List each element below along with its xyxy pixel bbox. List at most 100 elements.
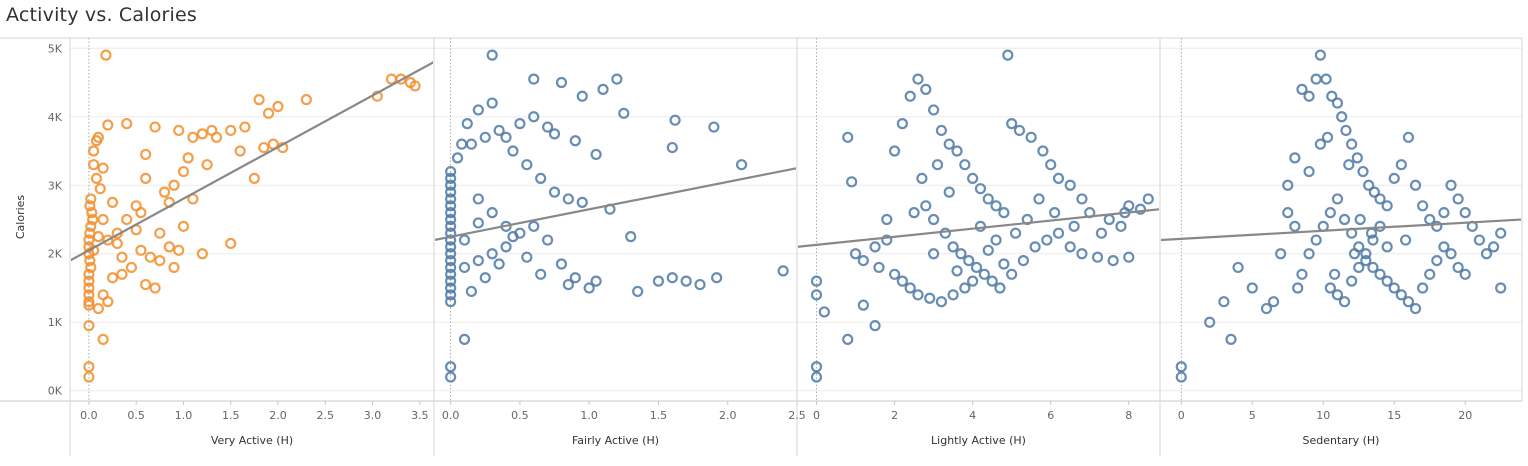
x-tick-label: 0.0 bbox=[80, 409, 98, 422]
data-point bbox=[1431, 254, 1443, 267]
data-point bbox=[1424, 268, 1436, 280]
data-point bbox=[1399, 234, 1412, 246]
data-point bbox=[1351, 152, 1363, 164]
data-point bbox=[1381, 200, 1393, 212]
data-point bbox=[1225, 333, 1237, 345]
data-point bbox=[1388, 282, 1400, 294]
points-group bbox=[83, 49, 421, 383]
data-point bbox=[90, 135, 103, 147]
data-point bbox=[982, 193, 994, 205]
x-tick-label: 0.5 bbox=[511, 409, 529, 422]
data-point bbox=[514, 118, 526, 130]
y-tick-label: 2K bbox=[48, 248, 63, 261]
data-point bbox=[982, 244, 994, 256]
chart-title: Activity vs. Calories bbox=[6, 4, 198, 26]
data-point bbox=[1289, 152, 1301, 164]
data-point bbox=[869, 320, 881, 332]
data-point bbox=[1303, 165, 1315, 178]
x-tick-label: 8 bbox=[1125, 409, 1132, 422]
data-point bbox=[590, 275, 602, 287]
data-point bbox=[1338, 213, 1351, 226]
data-point bbox=[810, 275, 823, 287]
data-point bbox=[611, 73, 623, 85]
x-tick-label: 0.0 bbox=[442, 409, 460, 422]
data-point bbox=[947, 241, 959, 253]
data-point bbox=[445, 282, 457, 294]
data-point bbox=[928, 248, 940, 260]
data-point bbox=[458, 234, 471, 246]
x-tick-label: 20 bbox=[1458, 409, 1472, 422]
data-point bbox=[445, 289, 457, 301]
data-point bbox=[1367, 261, 1379, 274]
x-tick-label: 2 bbox=[891, 409, 898, 422]
y-tick-label: 0K bbox=[48, 385, 63, 398]
data-point bbox=[116, 251, 128, 263]
x-tick-label: 4 bbox=[969, 409, 976, 422]
data-point bbox=[1324, 207, 1336, 219]
data-point bbox=[163, 241, 175, 253]
data-point bbox=[943, 138, 955, 150]
data-point bbox=[928, 213, 940, 226]
y-axis-label: Calories bbox=[14, 195, 27, 240]
data-point bbox=[1388, 172, 1400, 185]
data-point bbox=[83, 299, 95, 311]
data-point bbox=[88, 159, 100, 171]
data-point bbox=[1360, 248, 1372, 260]
x-tick-label: 10 bbox=[1316, 409, 1330, 422]
data-point bbox=[555, 258, 568, 270]
data-point bbox=[990, 234, 1002, 246]
x-tick-label: 2.5 bbox=[788, 409, 806, 422]
data-point bbox=[445, 275, 457, 287]
data-point bbox=[182, 152, 194, 164]
data-point bbox=[1317, 220, 1329, 232]
data-point bbox=[1343, 159, 1355, 171]
data-point bbox=[187, 131, 199, 143]
data-point bbox=[1459, 207, 1471, 219]
points-group bbox=[1175, 49, 1507, 383]
data-point bbox=[140, 172, 152, 185]
data-point bbox=[262, 107, 275, 119]
data-point bbox=[458, 333, 471, 345]
data-point bbox=[500, 241, 512, 253]
data-point bbox=[959, 282, 971, 294]
data-point bbox=[1395, 159, 1407, 171]
data-point bbox=[1480, 248, 1493, 260]
data-point bbox=[272, 100, 284, 113]
y-tick-label: 3K bbox=[48, 179, 63, 192]
data-point bbox=[908, 207, 920, 219]
data-point bbox=[1260, 302, 1273, 315]
data-point bbox=[694, 278, 706, 291]
points-group bbox=[445, 49, 789, 383]
data-point bbox=[873, 261, 885, 274]
data-point bbox=[135, 207, 147, 219]
data-point bbox=[168, 261, 180, 274]
chart-frame: 0K 1K 2K 3K 4K 5K bbox=[0, 37, 1523, 456]
data-point bbox=[1006, 118, 1018, 130]
data-point bbox=[1326, 90, 1338, 102]
data-point bbox=[1374, 193, 1386, 205]
data-point bbox=[1037, 145, 1049, 157]
x-tick-label: 0 bbox=[1178, 409, 1185, 422]
data-point bbox=[666, 141, 678, 154]
data-point bbox=[1002, 49, 1014, 61]
data-point bbox=[100, 49, 112, 61]
x-axis-label: Lightly Active (H) bbox=[931, 434, 1026, 447]
data-point bbox=[177, 165, 190, 178]
data-point bbox=[102, 296, 114, 308]
data-point bbox=[1331, 289, 1344, 301]
data-point bbox=[85, 261, 97, 274]
data-point bbox=[234, 145, 246, 157]
data-point bbox=[998, 258, 1010, 270]
data-point bbox=[947, 289, 959, 301]
data-point bbox=[507, 145, 519, 157]
data-point bbox=[955, 248, 967, 260]
x-tick-label: 2.0 bbox=[719, 409, 737, 422]
data-point bbox=[83, 320, 95, 332]
data-point bbox=[225, 124, 237, 137]
data-point bbox=[810, 361, 823, 373]
data-point bbox=[951, 145, 963, 157]
data-point bbox=[1064, 241, 1076, 253]
data-point bbox=[97, 162, 109, 174]
data-point bbox=[1445, 179, 1457, 191]
